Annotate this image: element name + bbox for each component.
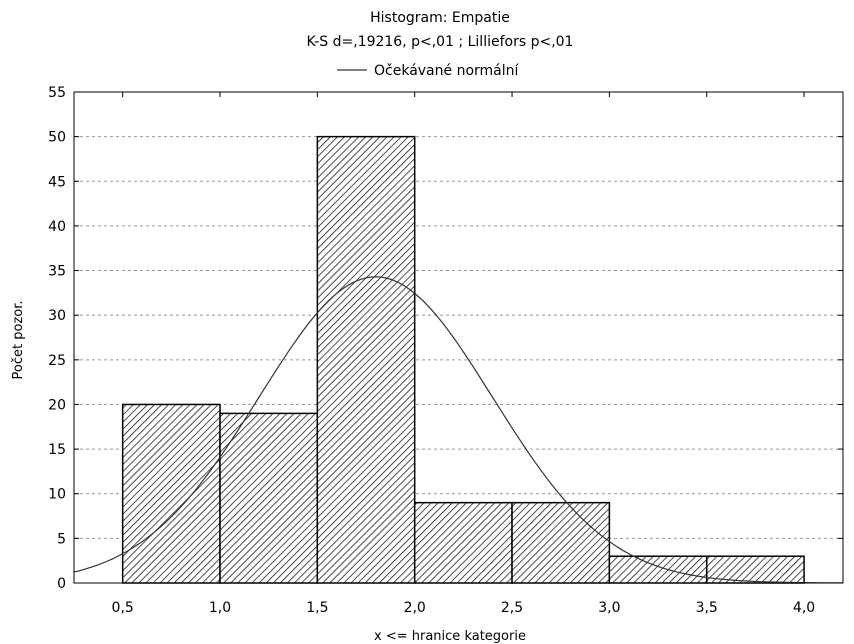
- y-tick-label: 40: [48, 219, 66, 235]
- y-tick-label: 35: [48, 264, 66, 280]
- x-tick-label: 1,0: [209, 600, 231, 616]
- histogram-bar-6: [608, 555, 708, 584]
- axis-ticks: [74, 91, 843, 584]
- y-tick-label: 20: [48, 397, 66, 413]
- plot-frame: [73, 91, 844, 584]
- y-tick-label: 25: [48, 353, 66, 369]
- histogram-bar-5: [511, 501, 611, 584]
- y-tick-label: 30: [48, 308, 66, 324]
- y-tick-labels: 0 5 10 15 20 25 30 35 40 45 50 55: [48, 85, 66, 592]
- histogram-bar-4: [413, 501, 513, 584]
- x-tick-label: 4,0: [793, 600, 815, 616]
- y-tick-label: 5: [57, 531, 66, 547]
- histogram-bar-3: [316, 135, 416, 584]
- y-tick-label: 45: [48, 174, 66, 190]
- histogram-bar-2: [219, 412, 319, 584]
- x-tick-label: 1,5: [306, 600, 328, 616]
- y-tick-label: 0: [57, 576, 66, 592]
- x-tick-label: 2,0: [404, 600, 426, 616]
- x-tick-label: 0,5: [112, 600, 134, 616]
- histogram-bars: [121, 135, 805, 584]
- histogram-bar-1: [121, 403, 221, 584]
- x-tick-label: 2,5: [501, 600, 523, 616]
- y-tick-label: 50: [48, 130, 66, 146]
- legend-label: Očekávané normální: [374, 63, 519, 79]
- y-tick-label: 10: [48, 487, 66, 503]
- chart-subtitle: K-S d=,19216, p<,01 ; Lilliefors p<,01: [307, 34, 574, 50]
- x-tick-label: 3,0: [598, 600, 620, 616]
- y-axis-label: Počet pozor.: [11, 301, 26, 380]
- x-axis-label: x <= hranice kategorie: [374, 629, 526, 644]
- x-tick-label: 3,5: [696, 600, 718, 616]
- x-tick-labels: 0,5 1,0 1,5 2,0 2,5 3,0 3,5 4,0: [112, 600, 816, 616]
- normal-curve-line: [73, 276, 843, 584]
- chart-title: Histogram: Empatie: [370, 10, 510, 26]
- y-tick-label: 55: [48, 85, 66, 101]
- chart-legend: Očekávané normální: [337, 63, 519, 79]
- y-tick-label: 15: [48, 442, 66, 458]
